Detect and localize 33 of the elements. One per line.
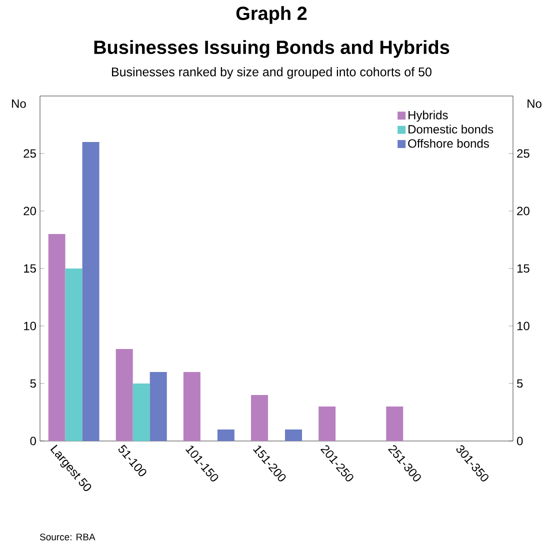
bar	[285, 430, 302, 441]
y-axis-title: No	[12, 100, 26, 108]
bar	[150, 372, 167, 441]
bar	[386, 406, 404, 441]
y2-tick-label: 20	[517, 206, 530, 216]
bar	[65, 268, 82, 441]
y-tick-label: 15	[24, 264, 36, 273]
source-note: Source: RBA	[40, 534, 96, 540]
y2-tick-label: 0	[517, 436, 523, 446]
y2-tick-label: 25	[517, 149, 530, 158]
y2-tick-label: 5	[517, 379, 523, 388]
y-tick-label: 25	[24, 149, 36, 158]
bar	[116, 348, 133, 441]
y2-tick-label: 15	[517, 264, 530, 273]
y-tick-label: 10	[24, 322, 36, 330]
bar	[132, 383, 150, 441]
y-tick-label: 5	[30, 379, 36, 388]
y-tick-label: 0	[30, 436, 36, 446]
chart-title: Businesses Issuing Bonds and Hybrids	[94, 40, 450, 58]
bar	[318, 406, 336, 441]
bar	[217, 430, 234, 441]
bar	[48, 234, 66, 441]
bar	[251, 394, 268, 441]
legend-label: Hybrids	[408, 110, 448, 122]
bar	[82, 142, 100, 441]
y2-axis-title: No	[528, 100, 542, 108]
legend-label: Offshore bonds	[408, 138, 489, 148]
caption: Graph 2	[236, 6, 307, 24]
y-tick-label: 20	[24, 206, 36, 216]
bar	[183, 372, 200, 441]
y2-tick-label: 10	[517, 322, 530, 330]
legend-label: Domestic bonds	[408, 124, 494, 134]
chart-subtitle: Businesses ranked by size and grouped into cohorts of 50	[112, 67, 432, 79]
